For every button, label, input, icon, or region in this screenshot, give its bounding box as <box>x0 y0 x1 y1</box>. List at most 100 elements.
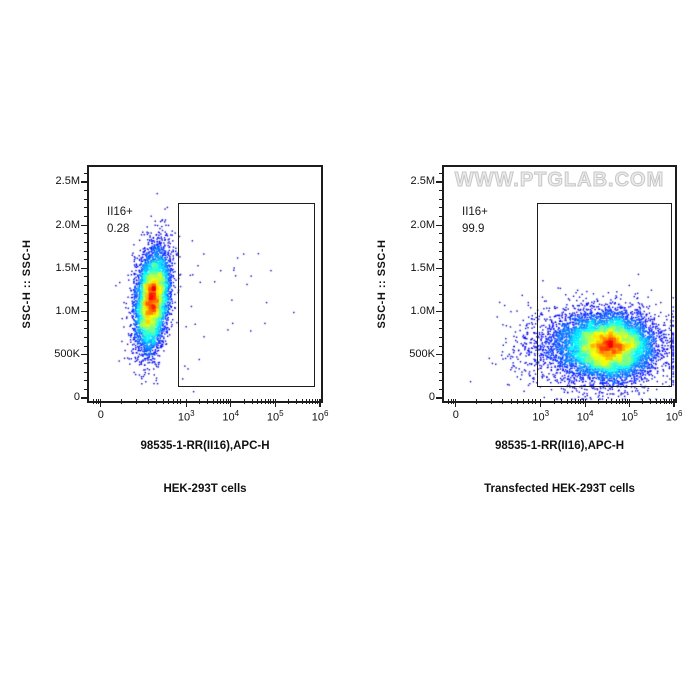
x-minor-tick <box>611 399 613 404</box>
y-minor-tick <box>84 198 88 200</box>
y-minor-tick <box>84 172 88 174</box>
x-minor-tick <box>622 399 624 404</box>
x-minor-tick <box>577 399 579 404</box>
x-minor-tick <box>212 399 214 404</box>
gate-name: II16+ <box>107 206 133 218</box>
y-tick-label: 0 <box>73 391 80 404</box>
x-minor-tick <box>180 399 182 404</box>
x-minor-tick <box>206 399 208 404</box>
gate-percent: 0.28 <box>107 223 130 235</box>
x-minor-tick <box>615 399 617 404</box>
x-minor-tick <box>597 399 599 404</box>
scatter-canvas <box>89 167 321 401</box>
gate-name: II16+ <box>462 206 488 218</box>
y-minor-tick <box>439 388 443 390</box>
y-major-tick <box>81 181 88 183</box>
y-major-tick <box>436 224 443 226</box>
y-minor-tick <box>439 336 443 338</box>
y-minor-tick <box>84 259 88 261</box>
x-major-tick <box>628 399 631 407</box>
x-minor-tick <box>566 399 568 404</box>
panel-caption: Transfected HEK-293T cells <box>484 483 635 495</box>
x-minor-tick <box>453 399 455 404</box>
x-minor-tick <box>447 399 449 404</box>
x-minor-tick <box>571 399 573 404</box>
x-minor-tick <box>663 399 665 404</box>
x-minor-tick <box>296 399 298 404</box>
panel-caption: HEK-293T cells <box>163 483 247 495</box>
x-minor-tick <box>527 399 529 404</box>
x-tick-label: 104 <box>576 409 594 424</box>
x-major-tick <box>230 399 232 407</box>
x-minor-tick <box>225 399 227 404</box>
x-minor-tick <box>517 399 519 404</box>
y-major-tick <box>436 181 443 183</box>
x-minor-tick <box>624 399 626 404</box>
x-minor-tick <box>95 399 97 404</box>
x-minor-tick <box>534 399 536 404</box>
y-tick-label: 2.0M <box>410 218 435 231</box>
x-minor-tick <box>510 399 512 404</box>
gate-label: II16+ 0.28 <box>107 204 133 238</box>
y-minor-tick <box>439 380 443 382</box>
x-minor-tick <box>223 399 225 404</box>
x-minor-tick <box>475 399 477 404</box>
flow-panel-untransfected: II16+ 0.28 SSC-H :: SSC-H 98535-1-RR(II1… <box>21 165 328 495</box>
x-minor-tick <box>176 399 178 404</box>
x-minor-tick <box>220 399 222 404</box>
y-minor-tick <box>439 293 443 295</box>
x-minor-tick <box>243 399 245 404</box>
y-major-tick <box>81 267 88 269</box>
y-major-tick <box>81 397 88 399</box>
x-minor-tick <box>619 399 621 404</box>
x-minor-tick <box>626 399 628 404</box>
x-major-tick <box>100 399 102 407</box>
x-minor-tick <box>655 399 657 404</box>
y-minor-tick <box>84 345 88 347</box>
y-major-tick <box>436 397 443 399</box>
y-minor-tick <box>84 319 88 321</box>
x-minor-tick <box>650 399 652 404</box>
x-minor-tick <box>580 399 582 404</box>
x-minor-tick <box>301 399 303 404</box>
x-tick-label: 103 <box>532 409 550 424</box>
y-tick-label: 2.0M <box>55 218 80 231</box>
x-minor-tick <box>272 399 274 404</box>
y-major-tick <box>81 311 88 313</box>
x-minor-tick <box>172 399 174 404</box>
x-minor-tick <box>147 399 149 404</box>
y-minor-tick <box>84 285 88 287</box>
x-tick-label: 106 <box>311 409 329 424</box>
x-minor-tick <box>261 399 263 404</box>
x-tick-label: 0 <box>97 409 104 421</box>
x-minor-tick <box>156 399 157 404</box>
y-minor-tick <box>439 285 443 287</box>
x-minor-tick <box>199 399 201 404</box>
x-tick-label: 104 <box>222 409 240 424</box>
gate-percent: 99.9 <box>462 223 485 235</box>
y-axis-title: SSC-H :: SSC-H <box>376 239 388 329</box>
x-minor-tick <box>659 399 661 404</box>
y-minor-tick <box>439 319 443 321</box>
y-major-tick <box>81 354 88 356</box>
x-minor-tick <box>531 399 533 404</box>
x-tick-label: 103 <box>177 409 195 424</box>
x-minor-tick <box>666 399 668 404</box>
y-minor-tick <box>84 250 88 252</box>
y-minor-tick <box>439 328 443 330</box>
y-minor-tick <box>439 250 443 252</box>
y-major-tick <box>436 311 443 313</box>
y-minor-tick <box>84 190 88 191</box>
y-minor-tick <box>84 293 88 295</box>
y-minor-tick <box>84 241 88 243</box>
x-major-tick <box>455 399 457 407</box>
watermark-text: WWW.PTGLAB.COM <box>454 169 665 192</box>
y-tick-label: 0 <box>428 391 435 404</box>
x-minor-tick <box>228 399 230 404</box>
x-minor-tick <box>257 399 259 404</box>
x-minor-tick <box>669 399 671 404</box>
y-tick-label: 500K <box>54 348 80 361</box>
y-major-tick <box>436 354 443 356</box>
y-minor-tick <box>439 190 443 191</box>
x-minor-tick <box>168 399 170 404</box>
